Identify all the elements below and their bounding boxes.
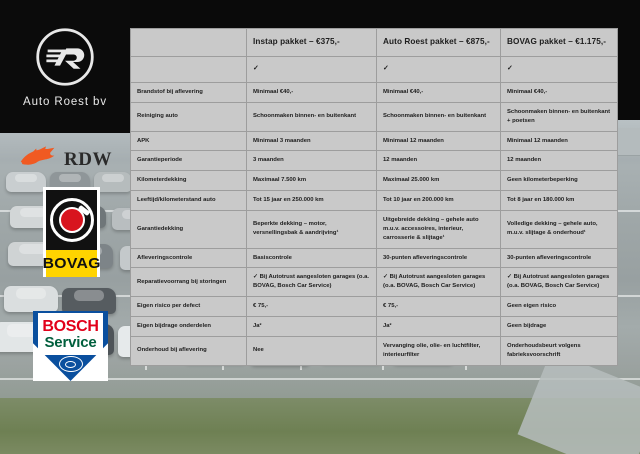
bovag-emblem-icon bbox=[46, 190, 97, 250]
cell-auto-roest: Maximaal 25.000 km bbox=[376, 170, 501, 192]
cell-instap: Tot 15 jaar en 250.000 km bbox=[246, 190, 377, 212]
row-label: Leeftijd/kilometerstand auto bbox=[130, 190, 247, 212]
cell-bovag: Geen eigen risico bbox=[500, 296, 618, 318]
column-header-auto-roest: Auto Roest pakket – €875,- bbox=[376, 28, 501, 57]
table-body: ✓ ✓ ✓ Brandstof bij aflevering Minimaal … bbox=[130, 56, 618, 366]
cell-bovag: Minimaal 12 maanden bbox=[500, 130, 618, 152]
row-label: Reiniging auto bbox=[130, 101, 247, 132]
table-row: Leeftijd/kilometerstand auto Tot 15 jaar… bbox=[130, 190, 618, 212]
check-icon: ✓ bbox=[376, 56, 501, 83]
bovag-wordmark: BOVAG bbox=[42, 255, 101, 272]
row-label: Onderhoud bij aflevering bbox=[130, 335, 247, 366]
package-comparison-table: Instap pakket – €375,- Auto Roest pakket… bbox=[130, 28, 618, 366]
table-row: Eigen risico per defect € 75,- € 75,- Ge… bbox=[130, 296, 618, 318]
table-header-row: Instap pakket – €375,- Auto Roest pakket… bbox=[130, 28, 618, 57]
table-row: Onderhoud bij aflevering Nee Vervanging … bbox=[130, 335, 618, 366]
dealer-name: Auto Roest bv bbox=[23, 95, 107, 108]
table-row: Reiniging auto Schoonmaken binnen- en bu… bbox=[130, 101, 618, 132]
cell-auto-roest: ✓ Bij Autotrust aangesloten garages (o.a… bbox=[376, 267, 501, 298]
cell-instap: Minimaal €40,- bbox=[246, 82, 377, 103]
bosch-wordmark: BOSCH bbox=[42, 317, 99, 335]
row-label bbox=[130, 56, 247, 83]
bovag-wordmark-plate: BOVAG bbox=[42, 250, 100, 277]
cell-bovag: ✓ Bij Autotrust aangesloten garages (o.a… bbox=[500, 267, 618, 298]
car bbox=[6, 172, 46, 192]
bovag-inner-dot bbox=[58, 207, 85, 233]
bosch-service-label: Service bbox=[44, 333, 97, 351]
row-label: Afleveringscontrole bbox=[130, 247, 247, 269]
rdw-logo: RDW bbox=[18, 143, 122, 175]
cell-instap: Beperkte dekking – motor, versnellingsba… bbox=[246, 210, 377, 249]
cell-bovag: Schoonmaken binnen- en buitenkant + poet… bbox=[500, 101, 618, 132]
check-icon: ✓ bbox=[246, 56, 377, 83]
pavement-path bbox=[517, 350, 640, 454]
cell-auto-roest: € 75,- bbox=[376, 296, 501, 318]
table-row: Reparatievoorrang bij storingen ✓ Bij Au… bbox=[130, 267, 618, 298]
table-row: Afleveringscontrole Basiscontrole 30-pun… bbox=[130, 247, 618, 269]
cell-instap: Maximaal 7.500 km bbox=[246, 170, 377, 192]
column-header-instap: Instap pakket – €375,- bbox=[246, 28, 377, 57]
table-row: Garantiedekking Beperkte dekking – motor… bbox=[130, 210, 618, 249]
lane-line bbox=[0, 378, 640, 380]
cell-auto-roest: Uitgebreide dekking – gehele auto m.u.v.… bbox=[376, 210, 501, 249]
column-header-bovag: BOVAG pakket – €1.175,- bbox=[500, 28, 618, 57]
row-label: Reparatievoorrang bij storingen bbox=[130, 267, 247, 298]
table-row: Kilometerdekking Maximaal 7.500 km Maxim… bbox=[130, 170, 618, 192]
row-label: Garantiedekking bbox=[130, 210, 247, 249]
check-icon: ✓ bbox=[500, 56, 618, 83]
cell-auto-roest: Schoonmaken binnen- en buitenkant bbox=[376, 101, 501, 132]
row-label: APK bbox=[130, 130, 247, 152]
rdw-lion-icon bbox=[20, 146, 55, 165]
row-label: Brandstof bij aflevering bbox=[130, 82, 247, 103]
column-header-feature bbox=[130, 28, 247, 57]
cell-auto-roest: 30-punten afleveringscontrole bbox=[376, 247, 501, 269]
cell-instap: Basiscontrole bbox=[246, 247, 377, 269]
cell-instap: Schoonmaken binnen- en buitenkant bbox=[246, 101, 377, 132]
table-row: Eigen bijdrage onderdelen Ja² Ja² Geen b… bbox=[130, 316, 618, 337]
cell-bovag: Geen kilometerbeperking bbox=[500, 170, 618, 192]
cell-instap: 3 maanden bbox=[246, 150, 377, 172]
bosch-service-logo: BOSCH Service bbox=[33, 311, 108, 381]
table-row: Garantieperiode 3 maanden 12 maanden 12 … bbox=[130, 150, 618, 172]
cell-instap: ✓ Bij Autotrust aangesloten garages (o.a… bbox=[246, 267, 377, 298]
cell-instap: Minimaal 3 maanden bbox=[246, 130, 377, 152]
bosch-wordmark-plate: BOSCH Service bbox=[38, 313, 103, 355]
dealer-logo-panel: Auto Roest bv bbox=[0, 0, 130, 133]
table-row: Brandstof bij aflevering Minimaal €40,- … bbox=[130, 82, 618, 103]
car bbox=[62, 288, 116, 314]
car bbox=[4, 286, 58, 312]
row-label: Kilometerdekking bbox=[130, 170, 247, 192]
cell-instap: Nee bbox=[246, 335, 377, 366]
table-row: APK Minimaal 3 maanden Minimaal 12 maand… bbox=[130, 130, 618, 152]
cell-bovag: Volledige dekking – gehele auto, m.u.v. … bbox=[500, 210, 618, 249]
cell-instap: Ja² bbox=[246, 316, 377, 337]
cell-auto-roest: Tot 10 jaar en 200.000 km bbox=[376, 190, 501, 212]
package-comparison-table-wrap: Instap pakket – €375,- Auto Roest pakket… bbox=[130, 28, 618, 366]
auto-roest-monogram-icon bbox=[36, 27, 94, 86]
cell-instap: € 75,- bbox=[246, 296, 377, 318]
row-label: Eigen bijdrage onderdelen bbox=[130, 316, 247, 337]
bosch-armature-icon bbox=[58, 356, 83, 372]
cell-bovag: Geen bijdrage bbox=[500, 316, 618, 337]
cell-bovag: Minimaal €40,- bbox=[500, 82, 618, 103]
cell-auto-roest: 12 maanden bbox=[376, 150, 501, 172]
cell-auto-roest: Ja² bbox=[376, 316, 501, 337]
cell-bovag: 30-punten afleveringscontrole bbox=[500, 247, 618, 269]
cell-bovag: Tot 8 jaar en 180.000 km bbox=[500, 190, 618, 212]
bovag-ring bbox=[49, 198, 94, 242]
car bbox=[94, 172, 132, 192]
bovag-logo: BOVAG bbox=[42, 187, 100, 277]
cell-auto-roest: Minimaal €40,- bbox=[376, 82, 501, 103]
cell-auto-roest: Minimaal 12 maanden bbox=[376, 130, 501, 152]
row-label: Garantieperiode bbox=[130, 150, 247, 172]
rdw-wordmark: RDW bbox=[64, 148, 112, 170]
table-row-included: ✓ ✓ ✓ bbox=[130, 56, 618, 83]
row-label: Eigen risico per defect bbox=[130, 296, 247, 318]
cell-auto-roest: Vervanging olie, olie- en luchtfilter, i… bbox=[376, 335, 501, 366]
cell-bovag: Onderhoudsbeurt volgens fabrieksvoorschr… bbox=[500, 335, 618, 366]
cell-bovag: 12 maanden bbox=[500, 150, 618, 172]
